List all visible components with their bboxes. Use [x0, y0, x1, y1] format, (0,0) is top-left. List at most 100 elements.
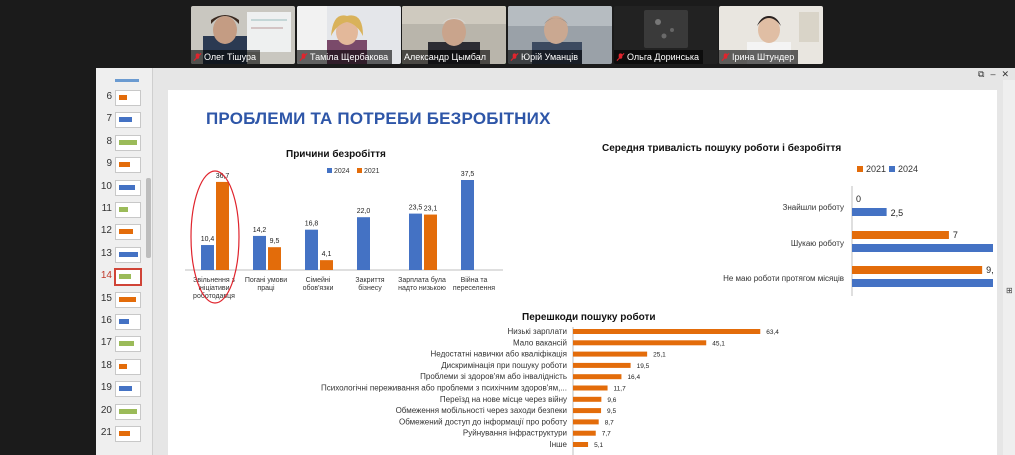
preview-graphic [119, 229, 133, 235]
participant-name: Ольга Доринська [627, 52, 699, 62]
preview-graphic [119, 431, 130, 436]
slide-number: 7 [106, 113, 112, 125]
minimize-icon[interactable]: – [990, 69, 996, 79]
slide-canvas: ПРОБЛЕМИ ТА ПОТРЕБИ БЕЗРОБІТНИХ Причини … [168, 90, 997, 455]
vertical-scrollbar[interactable]: ⊞ [1003, 80, 1015, 455]
bar-2021 [320, 260, 333, 270]
slide-thumbnail[interactable]: 15 [96, 290, 152, 310]
slide-thumbnail[interactable]: 12 [96, 222, 152, 242]
scroll-marker-icon: ⊞ [1006, 286, 1013, 295]
slide-preview [115, 90, 141, 106]
data-label: 7,7 [602, 431, 611, 438]
category-label: Мало вакансій [513, 338, 567, 347]
data-label-2024: 37,5 [461, 171, 475, 178]
bar [573, 362, 631, 368]
bar [573, 408, 602, 414]
category-label: Психологічні переживання або проблеми з … [321, 384, 567, 393]
slide-preview [115, 291, 141, 308]
slide-preview [115, 202, 141, 218]
slide-thumbnail[interactable]: 18 [96, 357, 152, 377]
category-label: Звільнення з [193, 276, 235, 284]
legend-swatch-2021 [357, 168, 362, 173]
participant-name: Олег Тішура [204, 52, 257, 62]
data-label-2021: 0 [856, 194, 861, 204]
slide-number: 18 [100, 359, 112, 371]
category-label: Війна та [461, 276, 488, 284]
close-icon[interactable]: ✕ [1001, 69, 1009, 79]
category-label: Недостатні навички або кваліфікація [431, 350, 567, 359]
category-label: Шукаю роботу [791, 239, 844, 248]
muted-mic-icon [721, 53, 730, 61]
participant-tile[interactable]: Ірина Штундер [719, 6, 823, 64]
participant-tile[interactable]: Юрій Уманців [508, 6, 612, 64]
participant-name: Таміла Щербакова [310, 52, 389, 62]
participant-tile[interactable]: Ольга Доринська [614, 6, 718, 64]
slide-thumbnail[interactable]: 16 [96, 312, 152, 332]
chart-job-search-obstacles: Низькі зарплати 63,4 Мало вакансій 45,1 Недо… [321, 327, 779, 455]
category-label: Закриття [355, 277, 384, 284]
participant-tile-active-speaker[interactable]: Александр Цымбал [402, 6, 506, 64]
slide-number: 13 [100, 247, 112, 259]
thumbnail-scrollbar[interactable] [146, 178, 151, 258]
slide-thumbnail[interactable]: 13 [96, 245, 152, 265]
slide-number: 16 [100, 315, 112, 326]
slide-number: 14 [100, 270, 112, 282]
muted-mic-icon [510, 53, 519, 61]
category-label: Знайшли роботу [783, 203, 844, 212]
window-controls: ⧉ – ✕ [972, 68, 1015, 82]
slide-preview [115, 314, 141, 330]
bar-2021 [852, 231, 949, 239]
category-label: Інше [549, 440, 567, 449]
bar [573, 351, 648, 357]
slide-thumbnail[interactable]: 8 [96, 133, 152, 153]
slide-thumbnail[interactable]: 19 [96, 379, 152, 399]
slide-thumbnail[interactable]: 10 [96, 178, 152, 198]
legend-label-2021: 2021 [866, 164, 886, 174]
preview-graphic [119, 251, 138, 257]
slide-thumbnail[interactable]: 11 [96, 200, 152, 220]
data-label-2024: 16,8 [305, 221, 319, 228]
slide-thumbnail[interactable]: 20 [96, 402, 152, 422]
slide-thumbnail[interactable]: 9 [96, 155, 152, 175]
data-label: 8,7 [605, 419, 614, 426]
preview-graphic [119, 117, 132, 123]
chart-title-duration: Середня тривалість пошуку роботи і безро… [602, 143, 842, 154]
slide-number: 17 [100, 337, 112, 349]
restore-icon[interactable]: ⧉ [978, 69, 985, 79]
preview-graphic [119, 386, 132, 392]
participant-tile[interactable]: Олег Тішура [191, 6, 295, 64]
bar-2024 [852, 208, 887, 216]
bar-2024 [253, 235, 266, 270]
preview-graphic [119, 95, 127, 100]
slide-number: 12 [100, 225, 112, 237]
slide-number: 19 [100, 382, 112, 394]
bar-2024 [357, 217, 370, 270]
slide-thumbnail[interactable]: 7 [96, 110, 152, 130]
participant-tile[interactable]: Таміла Щербакова [297, 6, 401, 64]
data-label: 5,1 [594, 442, 603, 449]
data-label-2024: 10,4 [201, 236, 215, 243]
bar-2021 [216, 181, 229, 270]
participant-video [191, 6, 295, 64]
participant-name: Ірина Штундер [732, 52, 795, 62]
slide-thumbnail[interactable]: 17 [96, 334, 152, 354]
data-label-2021: 4,1 [322, 251, 332, 258]
bar-2024 [852, 279, 993, 287]
chart-unemployment-reasons: 2024 2021 10,4 36,7 Звільнення зініціативиро… [185, 168, 503, 304]
bar [573, 329, 761, 334]
slide-thumbnail[interactable]: 14 [96, 267, 152, 287]
category-label: Сімейні [306, 276, 331, 284]
chart-title-obstacles: Перешкоди пошуку роботи [522, 312, 656, 323]
slide-thumbnail[interactable]: 21 [96, 424, 152, 444]
data-label-2024: 2,5 [891, 208, 904, 218]
bar-2024 [409, 213, 422, 270]
bar [573, 340, 707, 346]
slide-number: 11 [101, 203, 112, 214]
preview-graphic [119, 363, 127, 369]
slide-preview [115, 246, 141, 263]
slide-preview [115, 381, 141, 398]
slide-preview [115, 134, 141, 151]
shared-presentation-window: ⧉ – ✕ 6 7 8 9 10 11 12 13 14 15 16 17 18 19 20 21 ⊞ ПРО… [96, 68, 1015, 455]
highlight-ellipse [190, 170, 240, 304]
slide-thumbnail[interactable]: 6 [96, 88, 152, 108]
